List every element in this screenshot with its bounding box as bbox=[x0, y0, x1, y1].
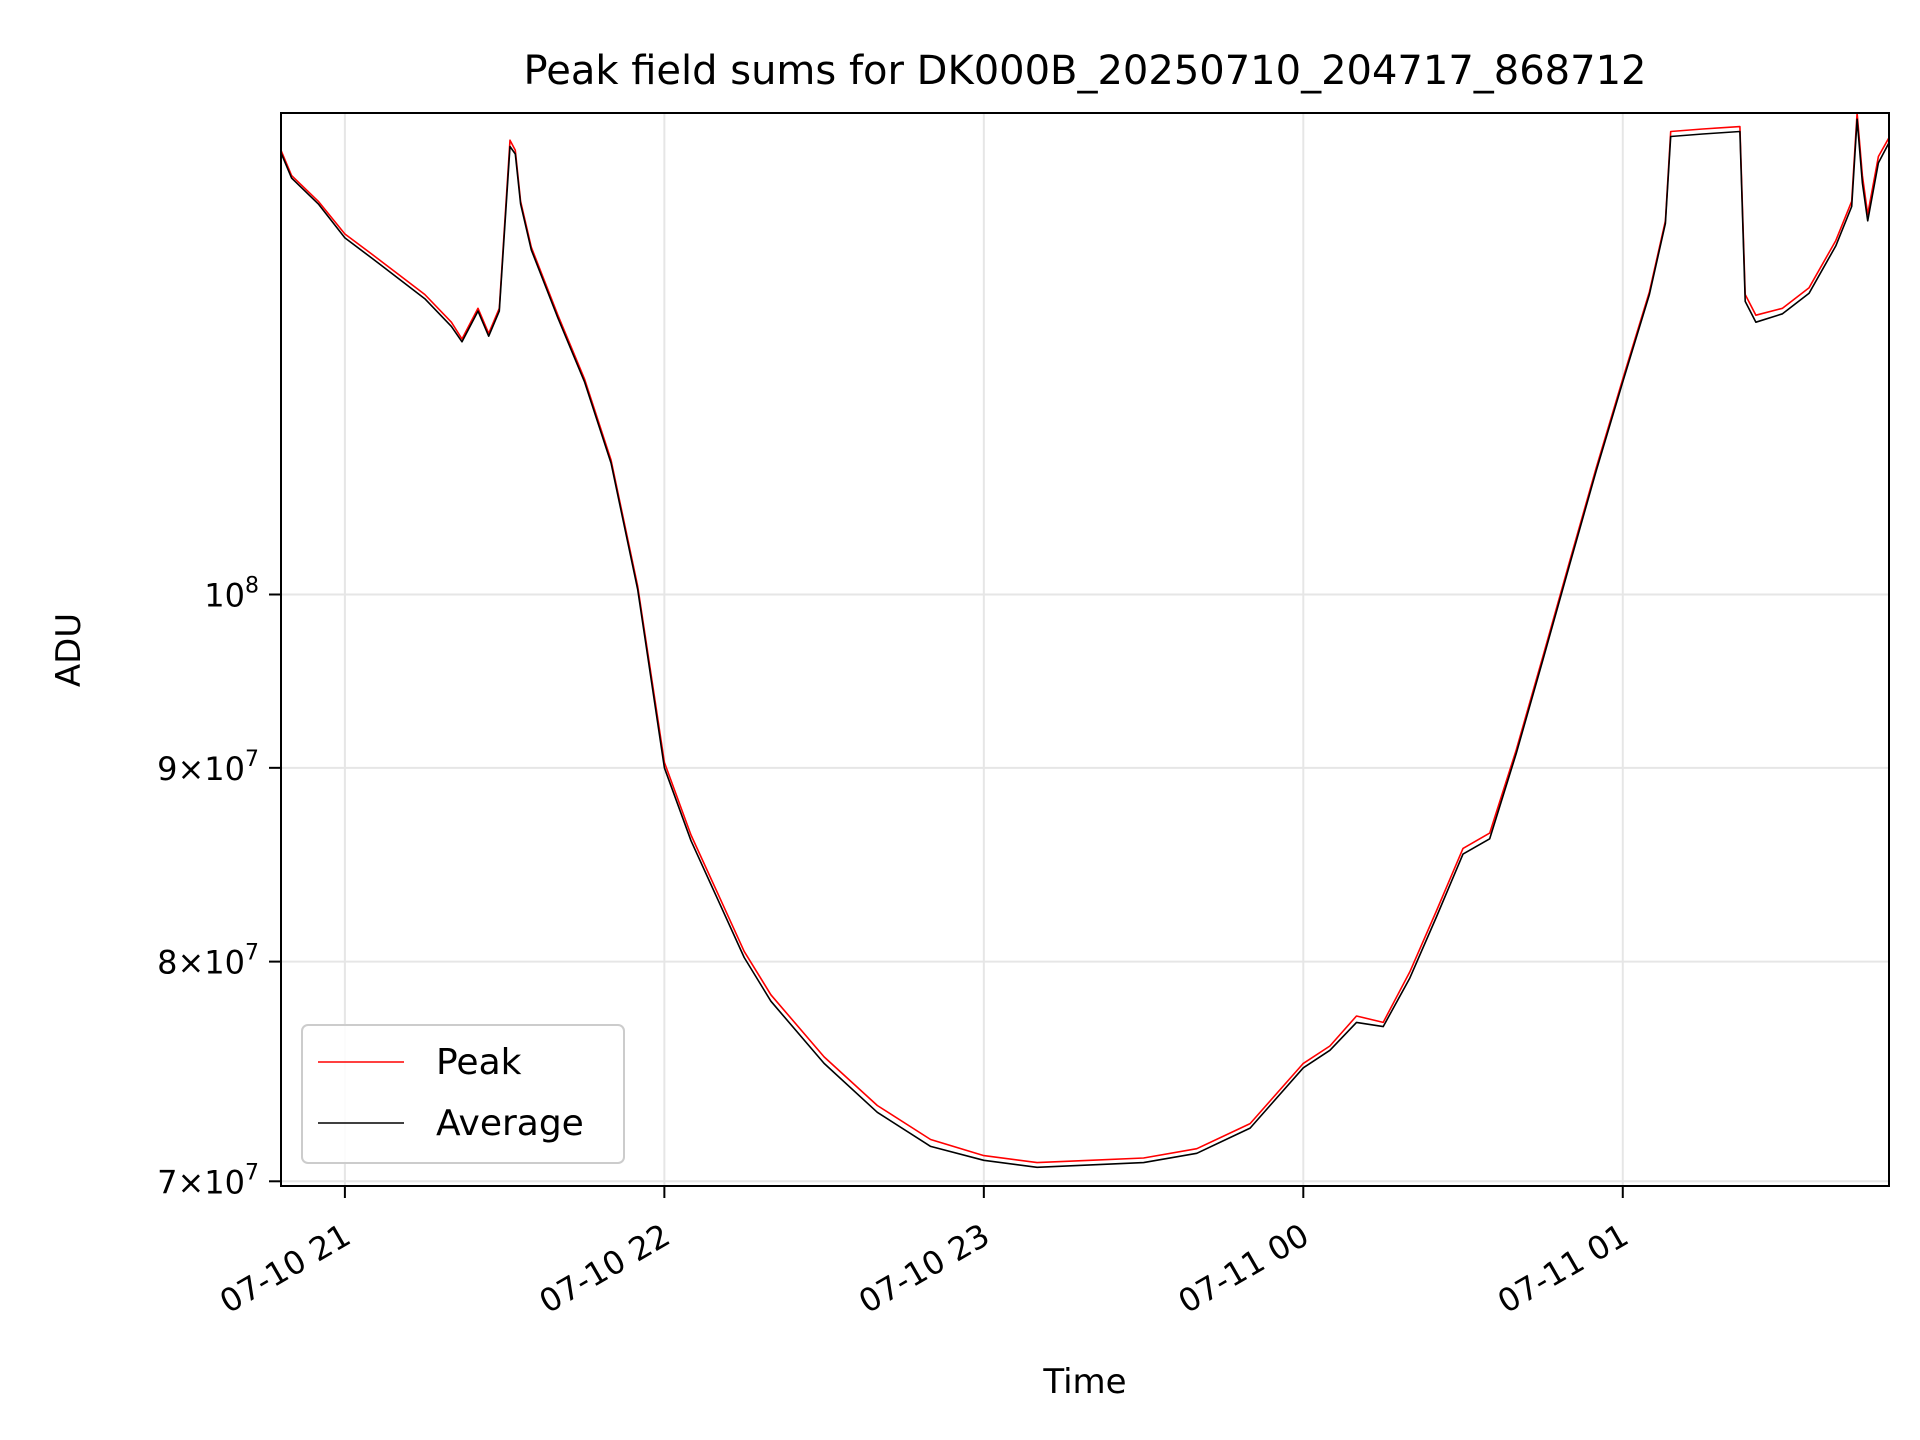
grid bbox=[281, 113, 1889, 1186]
y-tick-label: 9×107 bbox=[157, 747, 259, 788]
y-tick-label: 7×107 bbox=[157, 1160, 259, 1201]
chart-title: Peak field sums for DK000B_20250710_2047… bbox=[524, 48, 1647, 94]
series-line-average bbox=[280, 118, 1890, 1169]
x-tick-label: 07-11 00 bbox=[1172, 1216, 1316, 1321]
y-axis-label: ADU bbox=[49, 613, 89, 687]
series-layer bbox=[280, 112, 1890, 1169]
legend-peak-label: Peak bbox=[436, 1042, 522, 1083]
x-tick-label: 07-10 23 bbox=[852, 1216, 996, 1321]
x-axis-label: Time bbox=[1042, 1362, 1126, 1402]
legend: Peak Average bbox=[301, 1024, 625, 1164]
y-tick-label: 108 bbox=[204, 573, 259, 614]
y-axis: 7×107 8×107 9×107 108 bbox=[157, 573, 281, 1201]
x-axis: 07-10 21 07-10 22 07-10 23 07-11 00 07-11 01 bbox=[213, 1186, 1635, 1321]
x-tick-label: 07-10 21 bbox=[213, 1216, 357, 1321]
y-tick-label: 8×107 bbox=[157, 941, 259, 982]
plot-frame bbox=[280, 112, 1890, 1187]
legend-box bbox=[301, 1024, 625, 1164]
x-tick-label: 07-10 22 bbox=[533, 1216, 677, 1321]
legend-average-label: Average bbox=[436, 1103, 584, 1144]
x-tick-label: 07-11 01 bbox=[1491, 1216, 1635, 1321]
